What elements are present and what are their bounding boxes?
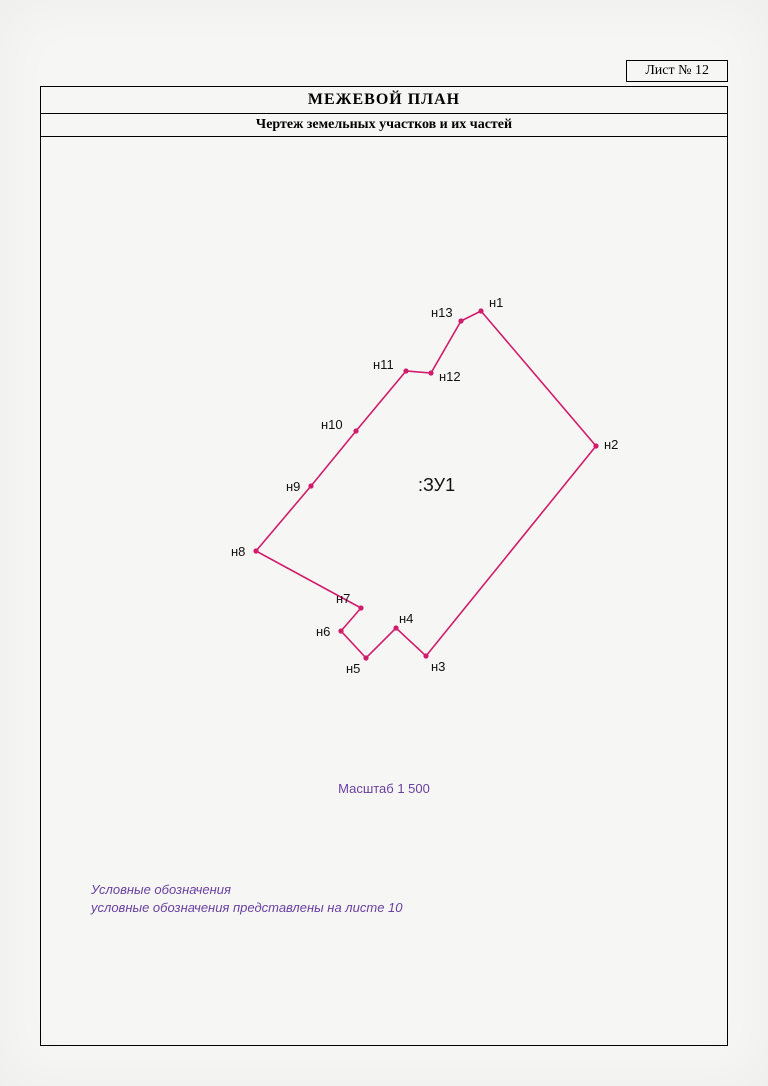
scale-text: Масштаб 1 500 (41, 781, 727, 796)
vertex-label: н6 (316, 624, 330, 639)
vertex-marker (353, 428, 358, 433)
vertex-label: н2 (604, 437, 618, 452)
main-frame: МЕЖЕВОЙ ПЛАН Чертеж земельных участков и… (40, 86, 728, 1046)
vertex-marker (253, 548, 258, 553)
vertex-marker (478, 308, 483, 313)
sheet-number: Лист № 12 (645, 63, 709, 78)
parcel-label: :ЗУ1 (418, 475, 455, 495)
vertex-label: н7 (336, 591, 350, 606)
legend-block: Условные обозначения условные обозначени… (91, 881, 403, 917)
page-scan: Лист № 12 МЕЖЕВОЙ ПЛАН Чертеж земельных … (0, 0, 768, 1086)
vertex-label: н3 (431, 659, 445, 674)
vertex-marker (428, 370, 433, 375)
vertex-label: н9 (286, 479, 300, 494)
vertex-marker (423, 653, 428, 658)
vertex-label: н10 (321, 417, 343, 432)
vertex-label: н8 (231, 544, 245, 559)
legend-heading: Условные обозначения (91, 881, 403, 899)
vertex-marker (338, 628, 343, 633)
vertex-label: н1 (489, 295, 503, 310)
vertex-marker (393, 625, 398, 630)
vertex-marker (358, 605, 363, 610)
drawing-canvas: н1 н2 н3 н4 н5 н6 н7 н8 н9 н10 н11 н12 н13 :ЗУ1 Масшт… (41, 141, 727, 1045)
vertex-marker (403, 368, 408, 373)
sheet-number-box: Лист № 12 (626, 60, 728, 82)
vertex-label: н13 (431, 305, 453, 320)
vertex-label: н4 (399, 611, 413, 626)
title: МЕЖЕВОЙ ПЛАН (41, 87, 727, 114)
legend-note: условные обозначения представлены на лис… (91, 899, 403, 917)
vertex-label: н12 (439, 369, 461, 384)
vertex-label: н5 (346, 661, 360, 676)
vertex-marker (458, 318, 463, 323)
vertex-marker (593, 443, 598, 448)
vertex-marker (308, 483, 313, 488)
vertex-label: н11 (373, 357, 394, 372)
subtitle: Чертеж земельных участков и их частей (41, 114, 727, 137)
vertex-marker (363, 655, 368, 660)
